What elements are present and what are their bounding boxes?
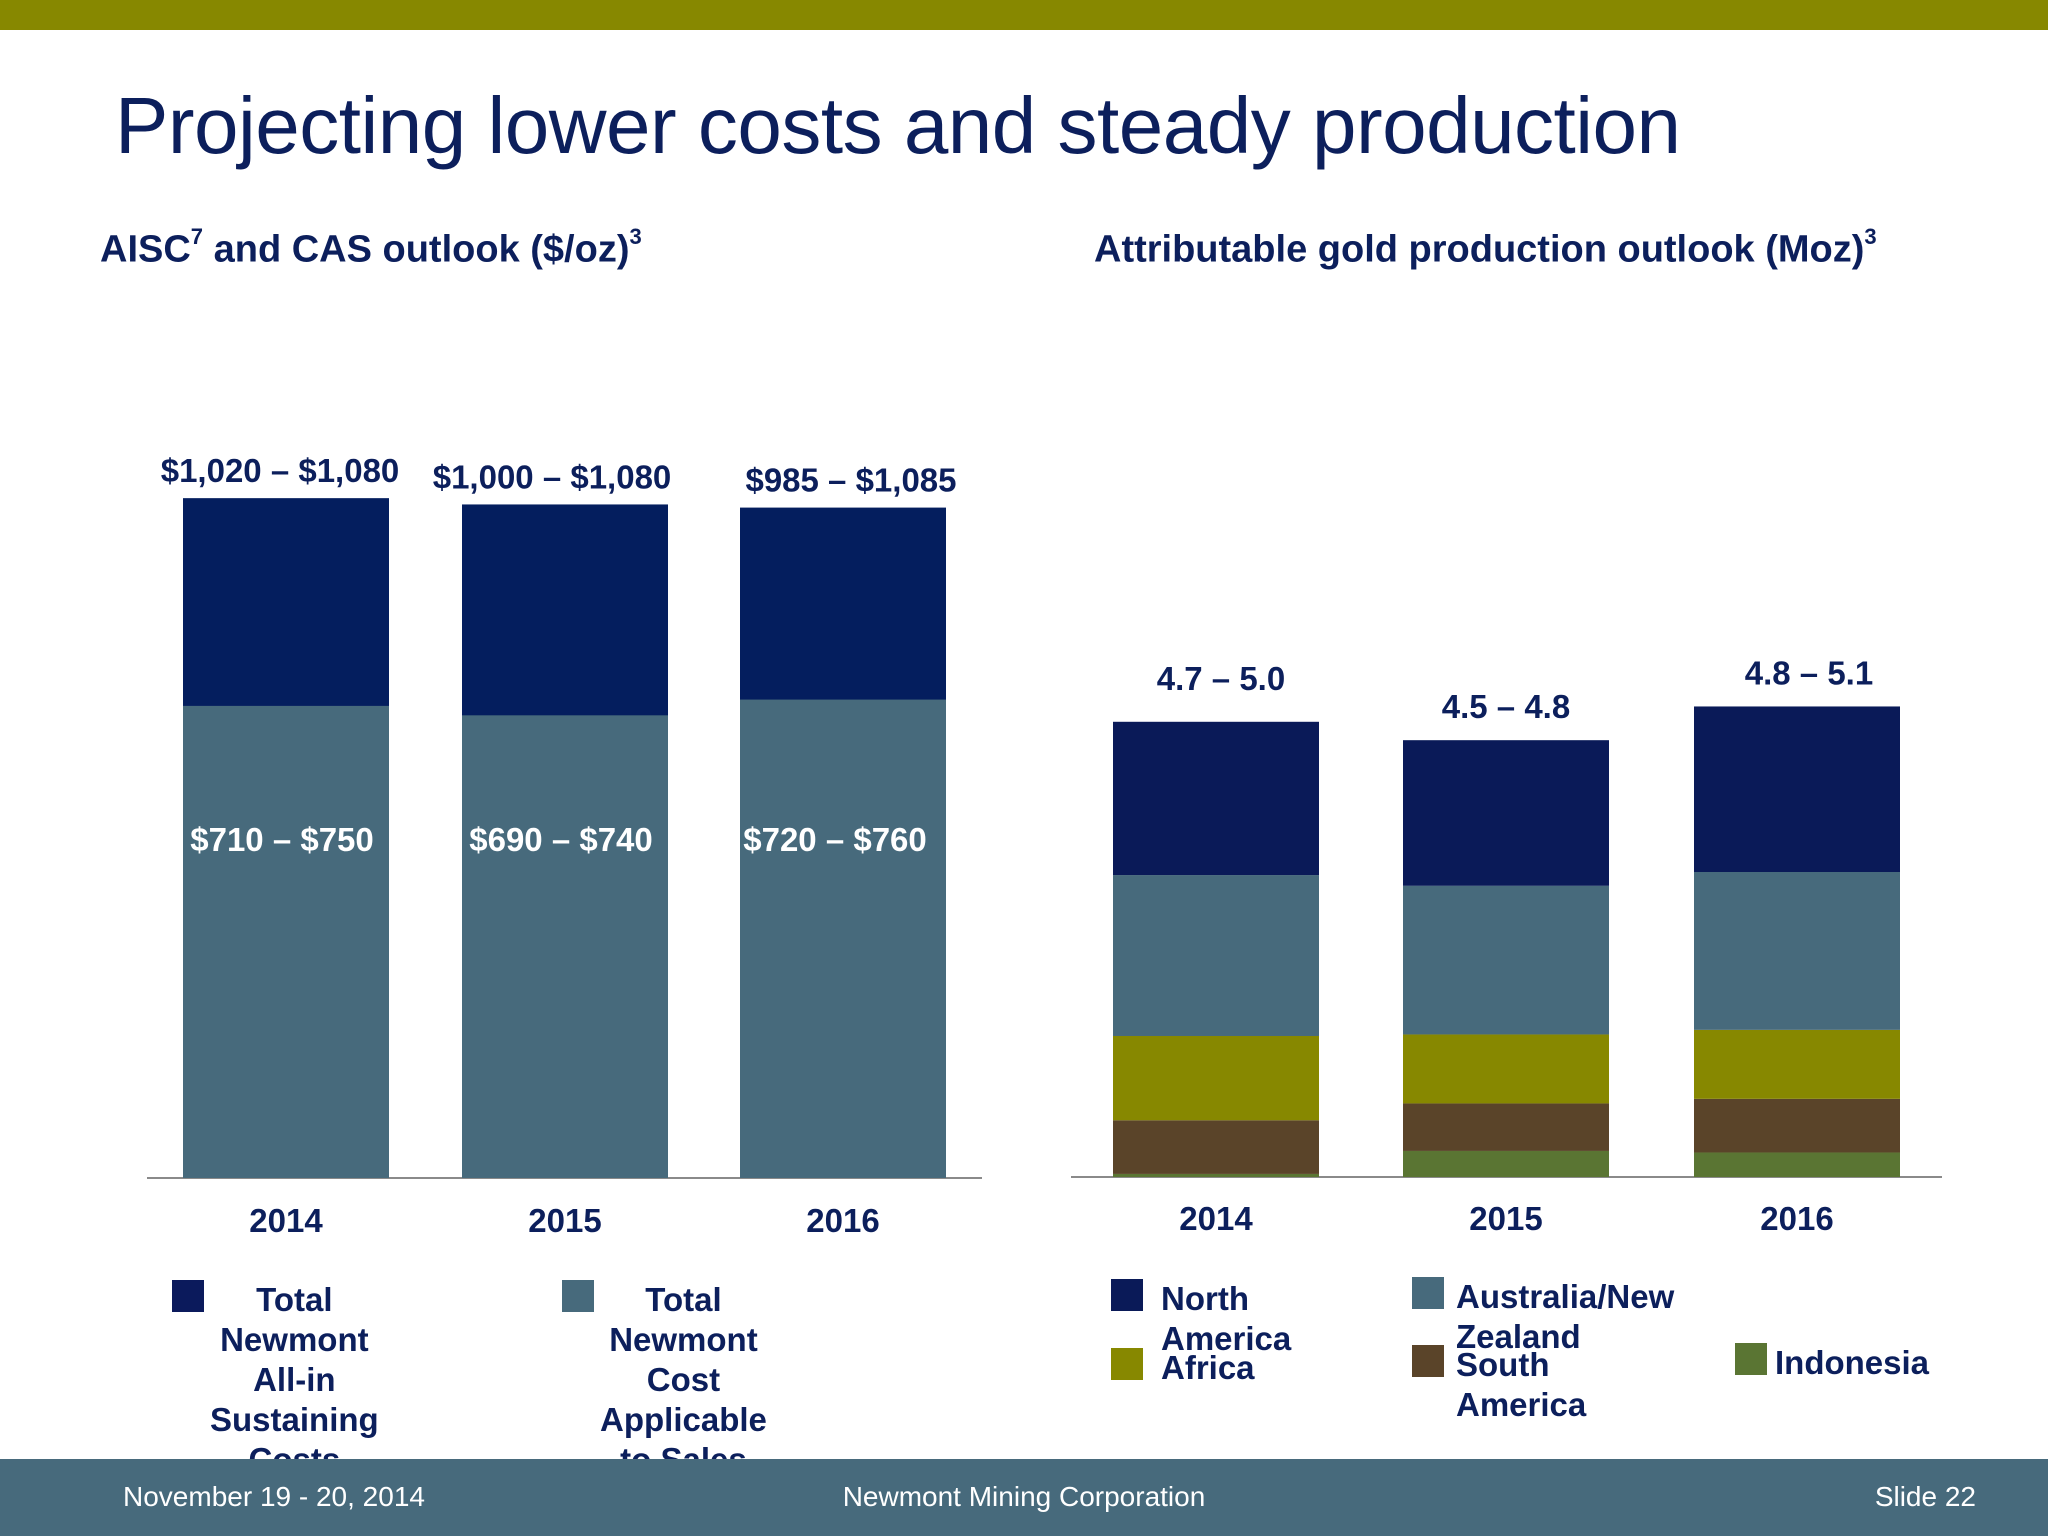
cas-range-label: $710 – $750 [190, 821, 374, 858]
legend-swatch-indonesia [1735, 1343, 1767, 1375]
production-chart-title-part: Attributable gold production outlook (Mo… [1094, 228, 1865, 271]
legend-item-australia-nz: Australia/New Zealand [1412, 1277, 1674, 1357]
cost-chart-year-label: 2015 [528, 1202, 601, 1239]
legend-label-north-america: North America [1161, 1280, 1292, 1357]
legend-item-aisc: Total Newmont All-in Sustaining Costs [172, 1280, 379, 1480]
production-segment-north-america [1403, 740, 1609, 886]
legend-swatch-africa [1111, 1348, 1143, 1380]
footer-company: Newmont Mining Corporation [842, 1481, 1206, 1512]
production-total-label: 4.5 – 4.8 [1442, 688, 1570, 725]
production-chart-year-label: 2016 [1760, 1200, 1833, 1237]
cas-bar [462, 715, 668, 1178]
production-chart-year-label: 2014 [1179, 1200, 1253, 1237]
legend-label-africa: Africa [1161, 1349, 1255, 1386]
legend-swatch-south-america [1412, 1345, 1444, 1377]
production-segment-africa [1694, 1029, 1900, 1099]
legend-item-north-america: North America [1111, 1279, 1291, 1359]
legend-swatch-australia-nz [1412, 1277, 1444, 1309]
legend-item-south-america: South America [1412, 1345, 1586, 1425]
production-total-label: 4.7 – 5.0 [1157, 660, 1285, 697]
production-segment-north-america [1694, 706, 1900, 872]
production-total-label: 4.8 – 5.1 [1745, 654, 1873, 691]
production-chart-title-footnote: 3 [1864, 224, 1877, 249]
production-segment-south-america [1403, 1103, 1609, 1151]
cost-chart-title: AISC7 and CAS outlook ($/oz)3 [100, 224, 642, 272]
aisc-range-label: $1,020 – $1,080 [161, 452, 400, 489]
aisc-range-label: $985 – $1,085 [745, 462, 956, 499]
aisc-range-label: $1,000 – $1,080 [433, 458, 672, 495]
legend-swatch-aisc [172, 1280, 204, 1312]
legend-item-cas: Total Newmont Cost Applicable to Sales [562, 1280, 767, 1480]
legend-label-australia-nz: Australia/New Zealand [1456, 1278, 1675, 1355]
legend-label-south-america: South America [1456, 1346, 1587, 1423]
legend-line: Total Newmont All-in [220, 1281, 369, 1398]
legend-swatch-north-america [1111, 1279, 1143, 1311]
production-outlook-chart: 4.7 – 5.0 2014 4.5 – 4.8 2015 4.8 – 5.1 2016 [1071, 654, 1942, 1237]
legend-item-africa: Africa [1111, 1348, 1255, 1388]
cost-chart-year-label: 2016 [806, 1202, 879, 1239]
production-segment-australia-new-zealand [1113, 875, 1319, 1036]
cost-chart-year-label: 2014 [249, 1202, 323, 1239]
production-segment-south-america [1113, 1120, 1319, 1174]
cost-chart-title-part: AISC [100, 228, 191, 271]
production-segment-africa [1403, 1034, 1609, 1104]
production-segment-africa [1113, 1035, 1319, 1121]
slide-title: Projecting lower costs and steady produc… [115, 81, 1681, 170]
legend-line: Total Newmont Cost [609, 1281, 758, 1398]
production-segment-indonesia [1694, 1152, 1900, 1177]
cas-bar [183, 705, 389, 1178]
cas-range-label: $690 – $740 [469, 821, 653, 858]
cas-range-label: $720 – $760 [743, 821, 927, 858]
footer-slide-number: Slide 22 [1874, 1481, 1976, 1512]
cas-bar [740, 699, 946, 1178]
production-segment-indonesia [1403, 1150, 1609, 1177]
footer-date: November 19 - 20, 2014 [123, 1481, 425, 1512]
production-segment-australia-new-zealand [1403, 885, 1609, 1035]
production-segment-north-america [1113, 721, 1319, 876]
top-accent-bar [0, 0, 2048, 30]
production-segment-south-america [1694, 1098, 1900, 1153]
production-segment-indonesia [1113, 1173, 1319, 1177]
production-chart-title: Attributable gold production outlook (Mo… [1094, 224, 1877, 272]
cost-outlook-chart: $1,020 – $1,080 $710 – $750 2014 $1,000 – $… [147, 452, 982, 1239]
cost-chart-title-footnote: 7 [190, 224, 204, 249]
legend-label-aisc: Total Newmont All-in Sustaining Costs [210, 1280, 379, 1480]
cost-chart-title-part: and CAS outlook ($/oz) [203, 228, 630, 271]
production-chart-year-label: 2015 [1469, 1200, 1542, 1237]
production-segment-australia-new-zealand [1694, 871, 1900, 1030]
cost-chart-title-footnote: 3 [629, 224, 642, 249]
legend-label-indonesia: Indonesia [1775, 1344, 1930, 1381]
footer-bar: November 19 - 20, 2014 Newmont Mining Co… [0, 1459, 2048, 1536]
legend-swatch-cas [562, 1280, 594, 1312]
legend-item-indonesia: Indonesia [1735, 1343, 1929, 1383]
legend-label-cas: Total Newmont Cost Applicable to Sales [600, 1280, 767, 1480]
